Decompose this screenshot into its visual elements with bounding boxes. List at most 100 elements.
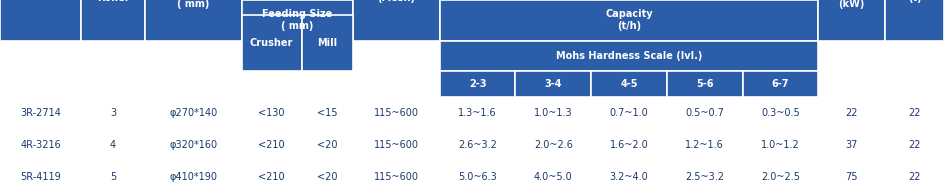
Bar — [666, 161, 743, 193]
Text: <130: <130 — [259, 108, 285, 118]
Text: 4: 4 — [110, 140, 116, 150]
Text: φ410*190: φ410*190 — [169, 172, 217, 182]
Bar — [242, 161, 302, 193]
Bar — [302, 15, 353, 71]
Bar — [353, 161, 440, 193]
Text: Mill: Mill — [317, 38, 337, 48]
Bar — [440, 161, 515, 193]
Text: 2.0~2.6: 2.0~2.6 — [533, 140, 573, 150]
Text: 2.5~3.2: 2.5~3.2 — [685, 172, 724, 182]
Text: Roller
Specification
( mm): Roller Specification ( mm) — [158, 0, 229, 9]
Bar — [353, 0, 440, 41]
Bar — [885, 0, 944, 41]
Text: φ270*140: φ270*140 — [169, 108, 217, 118]
Bar — [591, 71, 666, 96]
Bar — [666, 129, 743, 161]
Bar — [743, 129, 818, 161]
Bar — [353, 96, 440, 129]
Text: Feeding Size
( mm): Feeding Size ( mm) — [262, 9, 332, 31]
Text: 1.0~1.2: 1.0~1.2 — [761, 140, 800, 150]
Text: 1.2~1.6: 1.2~1.6 — [685, 140, 724, 150]
Text: Crusher: Crusher — [250, 38, 294, 48]
Text: <20: <20 — [317, 140, 338, 150]
Bar — [0, 129, 81, 161]
Text: Mohs Hardness Scale (lvl.): Mohs Hardness Scale (lvl.) — [556, 51, 702, 61]
Text: φ320*160: φ320*160 — [169, 140, 217, 150]
Bar — [440, 41, 818, 71]
Bar — [242, 96, 302, 129]
Text: 1.0~1.3: 1.0~1.3 — [534, 108, 573, 118]
Bar — [302, 161, 353, 193]
Bar — [81, 129, 144, 161]
Text: 3R-2714: 3R-2714 — [20, 108, 61, 118]
Text: 4-5: 4-5 — [620, 79, 638, 89]
Bar — [144, 96, 242, 129]
Bar — [81, 161, 144, 193]
Text: <20: <20 — [317, 172, 338, 182]
Text: 22: 22 — [908, 172, 920, 182]
Text: <210: <210 — [259, 172, 285, 182]
Bar — [302, 129, 353, 161]
Bar — [818, 96, 885, 129]
Bar — [515, 129, 591, 161]
Bar — [440, 96, 515, 129]
Bar — [666, 71, 743, 96]
Text: 5-6: 5-6 — [696, 79, 714, 89]
Text: 1.3~1.6: 1.3~1.6 — [458, 108, 497, 118]
Bar — [0, 0, 81, 41]
Bar — [440, 0, 818, 41]
Bar — [885, 96, 944, 129]
Text: 0.7~1.0: 0.7~1.0 — [610, 108, 649, 118]
Bar — [515, 161, 591, 193]
Bar — [353, 129, 440, 161]
Bar — [515, 71, 591, 96]
Text: 1.6~2.0: 1.6~2.0 — [610, 140, 649, 150]
Bar — [242, 0, 353, 41]
Bar — [885, 129, 944, 161]
Text: 5R-4119: 5R-4119 — [20, 172, 61, 182]
Bar — [591, 129, 666, 161]
Text: 2-3: 2-3 — [469, 79, 486, 89]
Text: 3-4: 3-4 — [545, 79, 562, 89]
Text: 2.6~3.2: 2.6~3.2 — [458, 140, 497, 150]
Text: 0.5~0.7: 0.5~0.7 — [685, 108, 724, 118]
Bar — [144, 0, 242, 41]
Text: 4R-3216: 4R-3216 — [20, 140, 61, 150]
Text: 37: 37 — [846, 140, 858, 150]
Text: 5.0~6.3: 5.0~6.3 — [458, 172, 497, 182]
Bar — [0, 161, 81, 193]
Text: 2.0~2.5: 2.0~2.5 — [761, 172, 800, 182]
Text: 22: 22 — [908, 108, 920, 118]
Bar — [885, 161, 944, 193]
Text: Capacity
(t/h): Capacity (t/h) — [605, 9, 652, 31]
Bar — [666, 96, 743, 129]
Text: 75: 75 — [846, 172, 858, 182]
Bar — [242, 15, 302, 71]
Text: Qty of
Roller: Qty of Roller — [96, 0, 129, 3]
Text: Outlet Mesh
(Mesh): Outlet Mesh (Mesh) — [362, 0, 430, 3]
Bar — [743, 96, 818, 129]
Text: <15: <15 — [317, 108, 338, 118]
Bar — [144, 161, 242, 193]
Bar — [743, 71, 818, 96]
Bar — [591, 96, 666, 129]
Bar — [440, 129, 515, 161]
Bar — [743, 161, 818, 193]
Text: <210: <210 — [259, 140, 285, 150]
Text: 6-7: 6-7 — [771, 79, 789, 89]
Text: 115~600: 115~600 — [374, 172, 419, 182]
Text: 3: 3 — [110, 108, 116, 118]
Bar — [302, 96, 353, 129]
Bar — [242, 129, 302, 161]
Bar — [81, 96, 144, 129]
Text: 0.3~0.5: 0.3~0.5 — [761, 108, 800, 118]
Bar — [81, 0, 144, 41]
Text: 22: 22 — [908, 140, 920, 150]
Text: 3.2~4.0: 3.2~4.0 — [610, 172, 649, 182]
Bar — [0, 96, 81, 129]
Text: 22: 22 — [846, 108, 858, 118]
Text: 115~600: 115~600 — [374, 108, 419, 118]
Bar — [591, 161, 666, 193]
Bar — [818, 0, 885, 41]
Bar — [818, 161, 885, 193]
